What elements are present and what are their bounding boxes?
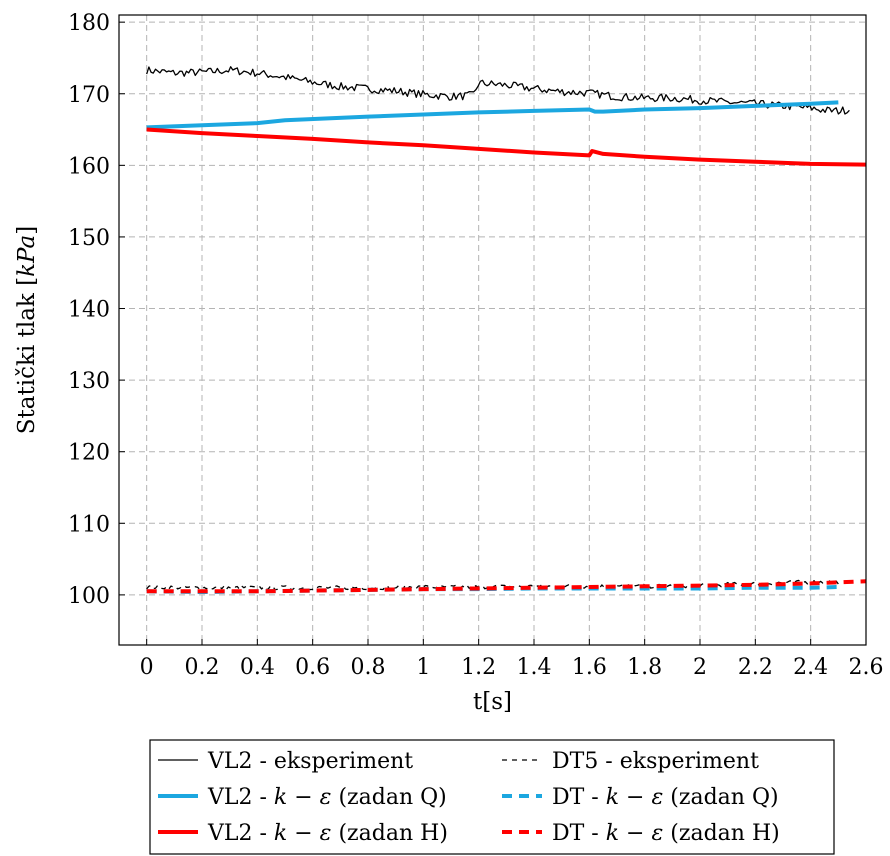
legend-label-text: VL2 - — [207, 785, 274, 810]
legend-label-variant: (zadan H) — [331, 821, 447, 846]
legend-label-4: DT - k − ε (zadan Q) — [552, 785, 779, 810]
series-line-3 — [146, 100, 839, 130]
legend-label-text: DT5 - eksperiment — [552, 749, 759, 774]
x-tick-label: 0.8 — [351, 655, 386, 680]
plot-area-frame — [118, 14, 867, 646]
x-tick-label: 2.6 — [849, 655, 884, 680]
legend-label-model: k − ε — [606, 785, 664, 810]
y-tick-label: 180 — [68, 11, 110, 36]
y-axis-label-unit: kPa — [14, 235, 40, 277]
series-lines — [146, 66, 867, 595]
legend-label-text: DT - — [552, 821, 606, 846]
x-tick-label: 0.2 — [185, 655, 220, 680]
legend-label-model: k − ε — [274, 785, 332, 810]
legend-label-5: VL2 - k − ε (zadan H) — [207, 821, 448, 846]
y-axis-label-close: ] — [14, 226, 40, 235]
x-tick-label: 2.4 — [793, 655, 828, 680]
x-tick-label: 1.2 — [461, 655, 496, 680]
y-tick-label: 130 — [68, 369, 110, 394]
y-tick-label: 170 — [68, 83, 110, 108]
legend-label-model: k − ε — [606, 821, 664, 846]
legend-box — [149, 739, 835, 855]
legend-label-variant: (zadan Q) — [663, 785, 778, 810]
legend-label-6: DT - k − ε (zadan H) — [552, 821, 780, 846]
legend-label-1: VL2 - eksperiment — [207, 749, 413, 774]
y-tick-label: 140 — [68, 298, 110, 323]
x-tick-label: 2.2 — [738, 655, 773, 680]
legend-label-3: VL2 - k − ε (zadan Q) — [207, 785, 447, 810]
x-tick-label: 1 — [416, 655, 430, 680]
y-tick-label: 100 — [68, 584, 110, 609]
x-tick-label: 1.4 — [517, 655, 552, 680]
legend-label-variant: (zadan H) — [663, 821, 779, 846]
x-tick-label: 1.6 — [572, 655, 607, 680]
x-tick-label: 2 — [693, 655, 707, 680]
legend-label-model: k − ε — [274, 821, 332, 846]
legend-label-text: VL2 - — [207, 821, 274, 846]
series-line-5 — [146, 127, 867, 167]
y-axis-label: Statički tlak [kPa] — [14, 226, 40, 434]
legend-label-text: VL2 - eksperiment — [207, 749, 413, 774]
x-tick-label: 1.8 — [627, 655, 662, 680]
y-tick-label: 110 — [68, 512, 110, 537]
grid-lines — [119, 15, 867, 645]
y-tick-label: 150 — [68, 226, 110, 251]
x-axis-label: t[s] — [473, 689, 512, 715]
legend-label-2: DT5 - eksperiment — [552, 749, 759, 774]
legend: VL2 - eksperiment DT5 - eksperiment VL2 - … — [149, 739, 835, 855]
series-line-1 — [146, 66, 850, 115]
y-tick-label: 160 — [68, 154, 110, 179]
y-axis-label-text: Statički tlak [ — [14, 277, 40, 434]
x-tick-label: 0.6 — [295, 655, 330, 680]
axis-ticks: 0 0.2 0.4 0.6 0.8 1 1.2 1.4 1.6 1.8 2 2.2 2.4 2.6 100 1… — [68, 11, 884, 680]
legend-label-text: DT - — [552, 785, 606, 810]
x-tick-label: 0.4 — [240, 655, 275, 680]
series-line-6 — [146, 579, 867, 594]
legend-label-variant: (zadan Q) — [331, 785, 446, 810]
y-tick-label: 120 — [68, 441, 110, 466]
x-tick-label: 0 — [140, 655, 154, 680]
